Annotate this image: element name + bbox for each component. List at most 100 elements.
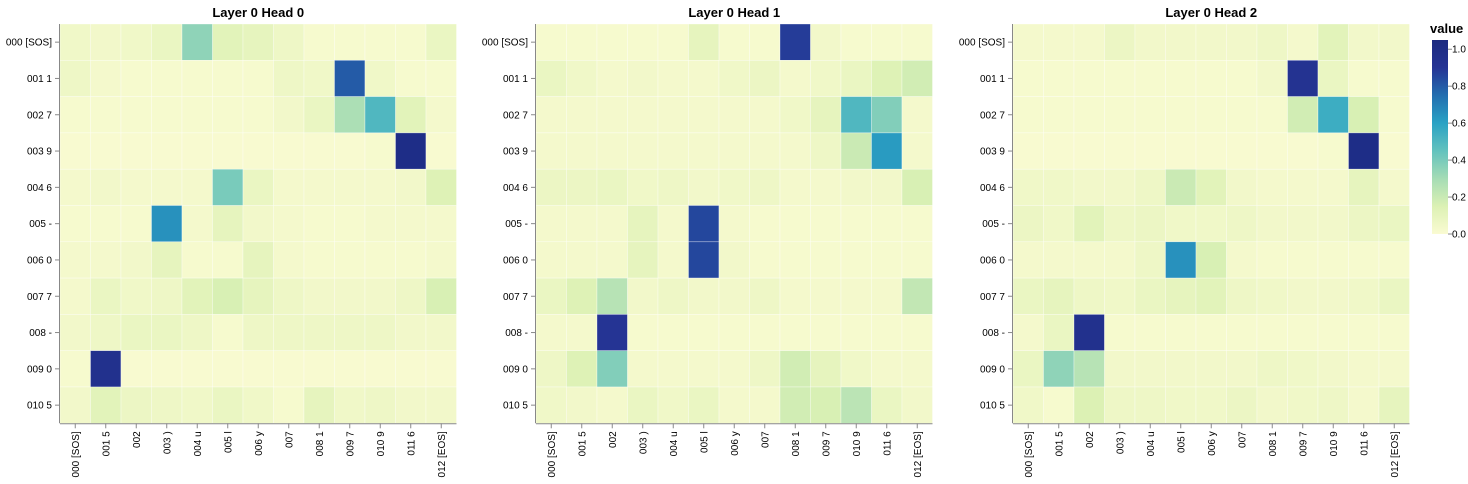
heatmap-cell bbox=[273, 168, 305, 206]
heatmap-cell bbox=[871, 277, 903, 315]
heatmap-cell bbox=[810, 350, 842, 388]
heatmap-cell bbox=[810, 132, 842, 170]
heatmap-cell bbox=[212, 23, 244, 61]
y-tick-label: 007 7 bbox=[503, 292, 528, 303]
heatmap-cell bbox=[1378, 241, 1410, 279]
heatmap-cell bbox=[1043, 314, 1075, 351]
heatmap-cell bbox=[1256, 350, 1288, 388]
heatmap-cell bbox=[1226, 350, 1258, 388]
heatmap-cell bbox=[566, 277, 598, 315]
heatmap-cell bbox=[688, 277, 720, 315]
heatmap-cell bbox=[59, 277, 91, 315]
heatmap-cell bbox=[242, 59, 274, 97]
y-tick-label: 002 7 bbox=[503, 110, 528, 121]
heatmap-cell bbox=[151, 168, 183, 206]
heatmap-cell bbox=[749, 96, 781, 134]
heatmap-cell bbox=[535, 205, 567, 243]
heatmap-cell bbox=[840, 350, 872, 388]
y-tick-label: 009 0 bbox=[27, 364, 52, 375]
heatmap-cell bbox=[535, 23, 567, 61]
legend-tick-label: 1.0 bbox=[1452, 45, 1466, 56]
heatmap-cell bbox=[120, 59, 152, 97]
heatmap-cell bbox=[718, 23, 750, 61]
heatmap-cell bbox=[334, 241, 366, 279]
heatmap-cell bbox=[1256, 241, 1288, 279]
heatmap-cell bbox=[1287, 168, 1319, 206]
heatmap-cell bbox=[840, 205, 872, 243]
heatmap-cell bbox=[212, 132, 244, 170]
heatmap-cell bbox=[749, 350, 781, 388]
heatmap-cell bbox=[273, 350, 305, 388]
y-tick-label: 006 0 bbox=[27, 255, 52, 266]
heatmap-cell bbox=[596, 205, 628, 243]
heatmap-cell bbox=[1317, 277, 1349, 315]
heatmap-cell bbox=[718, 350, 750, 388]
heatmap-cell bbox=[334, 350, 366, 388]
heatmap-cell bbox=[596, 350, 628, 388]
y-tick-label: 007 7 bbox=[27, 292, 52, 303]
heatmap-cell bbox=[425, 23, 457, 61]
heatmap-cell bbox=[1317, 241, 1349, 279]
heatmap-cell bbox=[1104, 386, 1136, 424]
heatmap-cell bbox=[1256, 23, 1288, 61]
heatmap-cell bbox=[1104, 168, 1136, 206]
heatmap-cell bbox=[120, 132, 152, 170]
heatmap-cell bbox=[901, 241, 933, 279]
heatmap-cell bbox=[151, 59, 183, 97]
heatmap-cell bbox=[1256, 132, 1288, 170]
y-tick-label: 004 6 bbox=[503, 183, 528, 194]
heatmap-cell bbox=[273, 132, 305, 170]
heatmap-cell bbox=[718, 386, 750, 424]
heatmap-cell bbox=[90, 241, 122, 279]
heatmap-cell bbox=[718, 277, 750, 315]
heatmap-cell bbox=[395, 132, 427, 170]
heatmap-cell bbox=[779, 23, 811, 61]
legend-title: value bbox=[1430, 21, 1463, 36]
heatmap-cell bbox=[303, 241, 335, 279]
heatmap-cell bbox=[273, 205, 305, 243]
heatmap-cell bbox=[657, 96, 689, 134]
heatmap-cell bbox=[90, 132, 122, 170]
heatmap-cell bbox=[273, 23, 305, 61]
heatmap-cell bbox=[1348, 241, 1380, 279]
heatmap-cell bbox=[1073, 386, 1105, 424]
heatmap-cell bbox=[303, 168, 335, 206]
heatmap-cell bbox=[1134, 277, 1166, 315]
heatmap-cell bbox=[1195, 23, 1227, 61]
heatmap-cell bbox=[566, 314, 598, 351]
y-tick-label: 009 0 bbox=[980, 364, 1005, 375]
heatmap-cell bbox=[749, 23, 781, 61]
heatmap-cell bbox=[871, 23, 903, 61]
heatmap-cell bbox=[1134, 23, 1166, 61]
y-tick-label: 001 1 bbox=[27, 74, 52, 85]
heatmap-cell bbox=[1378, 168, 1410, 206]
heatmap-cell bbox=[871, 386, 903, 424]
heatmap-cell bbox=[1073, 168, 1105, 206]
heatmap-cell bbox=[273, 277, 305, 315]
heatmap-cell bbox=[1287, 23, 1319, 61]
heatmap-cell bbox=[1287, 277, 1319, 315]
x-tick-label: 010 9 bbox=[852, 431, 863, 456]
heatmap-cell bbox=[871, 350, 903, 388]
heatmap-cell bbox=[242, 277, 274, 315]
heatmap-cell bbox=[120, 350, 152, 388]
x-tick-label: 002 bbox=[1085, 431, 1096, 448]
heatmap-cell bbox=[395, 277, 427, 315]
x-tick-label: 003 ) bbox=[638, 431, 649, 454]
x-tick-label: 009 7 bbox=[345, 431, 356, 456]
heatmap-cell bbox=[181, 386, 213, 424]
heatmap-cell bbox=[364, 96, 396, 134]
y-tick-label: 001 1 bbox=[980, 74, 1005, 85]
legend-tick-label: 0.8 bbox=[1452, 82, 1466, 93]
heatmap-cell bbox=[718, 132, 750, 170]
heatmap-cell bbox=[303, 23, 335, 61]
heatmap-cell bbox=[212, 350, 244, 388]
heatmap-cell bbox=[810, 205, 842, 243]
heatmap-cell bbox=[212, 168, 244, 206]
heatmap-cell bbox=[364, 350, 396, 388]
heatmap-cell bbox=[535, 168, 567, 206]
heatmap-cell bbox=[1104, 277, 1136, 315]
heatmap-cell bbox=[688, 350, 720, 388]
heatmap-cell bbox=[779, 132, 811, 170]
heatmap-cell bbox=[59, 96, 91, 134]
